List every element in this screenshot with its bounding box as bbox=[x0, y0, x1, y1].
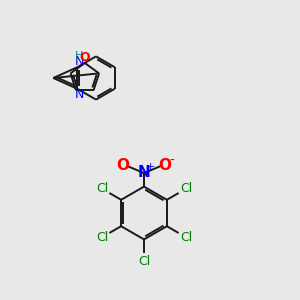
Text: -: - bbox=[170, 154, 175, 168]
Text: N: N bbox=[75, 88, 84, 101]
Text: O: O bbox=[80, 51, 90, 64]
Text: N: N bbox=[138, 165, 150, 180]
Text: Cl: Cl bbox=[96, 231, 108, 244]
Text: Cl: Cl bbox=[138, 255, 150, 268]
Text: Cl: Cl bbox=[180, 182, 192, 195]
Text: O: O bbox=[158, 158, 172, 172]
Text: O: O bbox=[116, 158, 130, 172]
Text: Cl: Cl bbox=[180, 231, 192, 244]
Text: Cl: Cl bbox=[96, 182, 108, 195]
Text: N: N bbox=[75, 55, 84, 68]
Text: +: + bbox=[146, 161, 155, 172]
Text: H: H bbox=[75, 51, 83, 61]
